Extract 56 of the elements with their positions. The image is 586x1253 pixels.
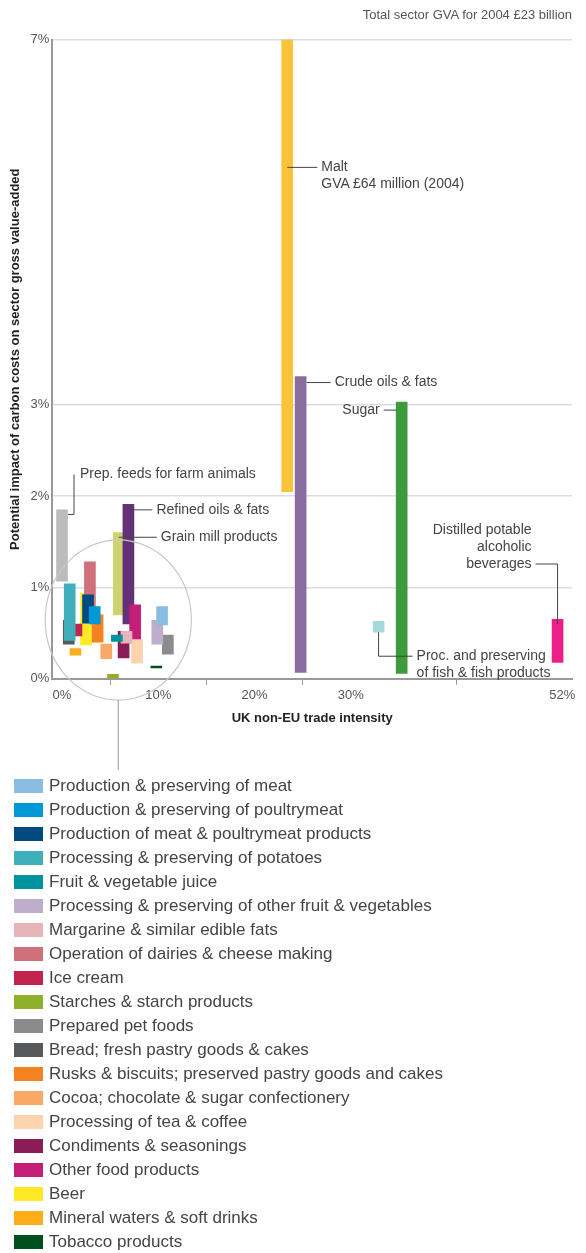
x-tick-label: 52%	[549, 687, 576, 703]
y-tick-label: 3%	[30, 396, 50, 412]
bar	[100, 643, 113, 660]
legend-label: Bread; fresh pastry goods & cakes	[49, 1040, 309, 1060]
legend-label: Prepared pet foods	[49, 1016, 194, 1036]
bar	[88, 606, 101, 625]
legend-label: Operation of dairies & cheese making	[49, 944, 333, 964]
legend-label: Beer	[49, 1184, 85, 1204]
annotation: Malt GVA £64 million (2004)	[321, 158, 465, 192]
bar	[162, 634, 174, 655]
y-tick-label: 0%	[30, 670, 50, 686]
legend-label: Starches & starch products	[49, 992, 254, 1012]
legend-label: Production of meat & poultrymeat products	[49, 824, 372, 844]
y-tick-label: 1%	[30, 579, 50, 595]
bar	[294, 376, 307, 673]
legend-label: Production & preserving of poultrymeat	[49, 800, 343, 820]
annotation: Refined oils & fats	[156, 500, 270, 517]
x-tick-label: 20%	[241, 687, 268, 703]
x-tick-label: 30%	[337, 687, 365, 703]
legend-label: Processing & preserving of potatoes	[49, 848, 323, 868]
legend-label: Processing of tea & coffee	[49, 1112, 248, 1132]
y-axis-title: Potential impact of carbon costs on sector gross value-added	[7, 168, 23, 550]
legend-label: Other food products	[49, 1160, 200, 1180]
bar	[131, 639, 143, 664]
bar	[107, 673, 119, 679]
legend-label: Production & preserving of meat	[49, 776, 292, 796]
annotation: Proc. and preserving of fish & fish products	[416, 647, 551, 681]
bar	[69, 648, 82, 656]
annotation: Crude oils & fats	[334, 373, 438, 390]
bar	[551, 619, 564, 663]
annotation: Grain mill products	[160, 528, 278, 545]
bar	[395, 401, 408, 674]
bar	[372, 620, 385, 633]
bar	[156, 606, 168, 626]
x-tick-label: 0%	[52, 687, 72, 703]
legend-label: Cocoa; chocolate & sugar confectionery	[49, 1088, 350, 1108]
legend-label: Processing & preserving of other fruit & vegetables	[49, 896, 432, 916]
legend-label: Ice cream	[49, 968, 124, 988]
annotation: Sugar	[342, 400, 381, 417]
chart-subtitle: Total sector GVA for 2004 £23 billion	[362, 7, 572, 23]
x-tick-label: 10%	[145, 687, 172, 703]
bar	[56, 509, 68, 582]
legend-label: Tobacco products	[49, 1232, 183, 1252]
legend-label: Fruit & vegetable juice	[49, 872, 218, 892]
bar	[111, 634, 123, 642]
bar	[281, 39, 294, 492]
annotation: Distilled potable alcoholic beverages	[432, 520, 532, 571]
legend-label: Rusks & biscuits; preserved pastry goods and cakes	[49, 1064, 444, 1084]
legend-label: Condiments & seasonings	[49, 1136, 247, 1156]
bar	[63, 583, 76, 641]
legend-label: Mineral waters & soft drinks	[49, 1208, 258, 1228]
x-axis-title: UK non-EU trade intensity	[231, 709, 394, 725]
y-tick-label: 7%	[30, 31, 50, 47]
y-tick-label: 2%	[30, 487, 50, 503]
legend-label: Margarine & similar edible fats	[49, 920, 278, 940]
annotation: Prep. feeds for farm animals	[80, 465, 256, 482]
